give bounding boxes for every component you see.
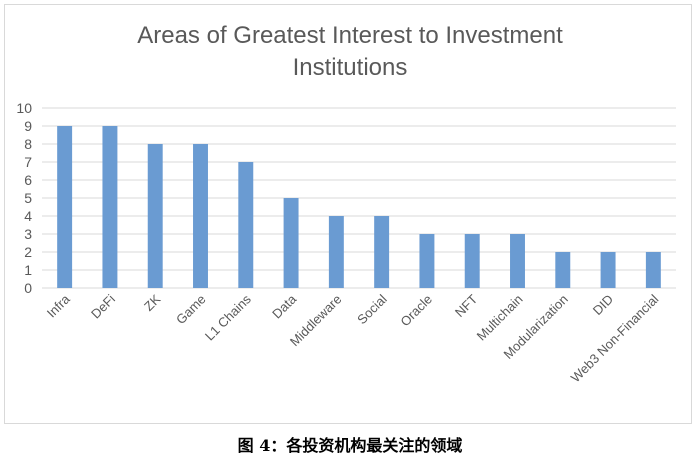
y-tick-label: 5 xyxy=(24,190,32,206)
bar xyxy=(283,198,299,288)
y-tick-label: 0 xyxy=(24,280,32,296)
bar xyxy=(193,144,208,288)
figure-caption: 图 4：各投资机构最关注的领域 xyxy=(237,436,463,455)
x-tick-label: Web3 Non-Financial xyxy=(568,291,662,385)
x-tick-label: Data xyxy=(269,291,300,322)
x-tick-label: DID xyxy=(590,292,616,318)
bar xyxy=(57,126,73,288)
y-tick-label: 6 xyxy=(24,172,32,188)
bar xyxy=(328,216,344,288)
y-tick-label: 7 xyxy=(24,154,32,170)
chart-title-line-2: Institutions xyxy=(292,54,408,81)
bar xyxy=(555,252,571,288)
y-tick-label: 8 xyxy=(24,136,32,152)
bar xyxy=(510,234,525,288)
y-tick-label: 2 xyxy=(24,244,32,260)
y-tick-label: 9 xyxy=(24,118,32,134)
bar xyxy=(238,162,254,288)
x-tick-label: NFT xyxy=(452,291,481,320)
chart-title-line-1: Areas of Greatest Interest to Investment xyxy=(137,22,563,49)
y-tick-label: 10 xyxy=(16,100,32,116)
bar xyxy=(147,144,163,288)
x-tick-label: L1 Chains xyxy=(202,291,254,343)
chart-title: Areas of Greatest Interest to Investment… xyxy=(0,20,700,84)
bar xyxy=(464,234,480,288)
x-tick-label: ZK xyxy=(141,291,164,314)
bar xyxy=(102,126,118,288)
x-tick-label: DeFi xyxy=(88,291,118,321)
y-tick-label: 1 xyxy=(24,262,32,278)
x-tick-label: Game xyxy=(173,292,209,328)
x-tick-label: Oracle xyxy=(397,292,435,330)
bar xyxy=(645,252,661,288)
bar xyxy=(419,234,435,288)
y-tick-label: 4 xyxy=(24,208,32,224)
bar xyxy=(600,252,616,288)
x-tick-label: Infra xyxy=(44,291,74,321)
x-tick-label: Social xyxy=(354,291,390,327)
y-tick-label: 3 xyxy=(24,226,32,242)
bar xyxy=(374,216,390,288)
chart-frame xyxy=(4,4,692,424)
